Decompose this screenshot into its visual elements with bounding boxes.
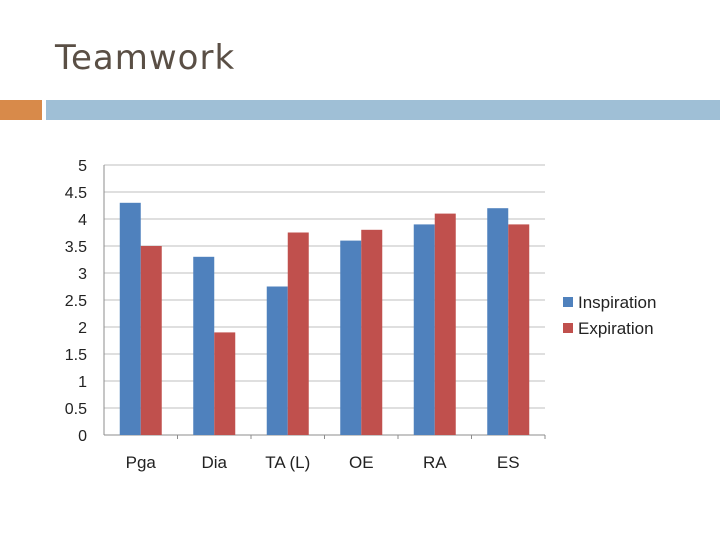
bar-expiration-pga xyxy=(140,246,162,435)
y-tick-label: 3.5 xyxy=(65,239,87,256)
legend-swatch-inspiration xyxy=(563,297,573,307)
gridlines xyxy=(103,164,546,439)
bar-inspiration-es xyxy=(487,208,509,435)
x-tick-label: Dia xyxy=(201,453,227,472)
legend-label-expiration: Expiration xyxy=(578,319,654,338)
accent-bar-orange xyxy=(0,100,42,120)
y-tick-label: 0.5 xyxy=(65,401,87,418)
y-tick-label: 4.5 xyxy=(65,185,87,202)
bars xyxy=(119,202,530,435)
x-tick-label: TA (L) xyxy=(265,453,310,472)
x-tick-label: RA xyxy=(423,453,447,472)
y-tick-label: 1.5 xyxy=(65,347,87,364)
bar-expiration-dia xyxy=(214,332,236,435)
legend-label-inspiration: Inspiration xyxy=(578,293,656,312)
y-tick-label: 5 xyxy=(78,158,87,175)
y-tick-label: 1 xyxy=(78,374,87,391)
y-tick-label: 2.5 xyxy=(65,293,87,310)
bar-expiration-es xyxy=(508,224,530,435)
bar-inspiration-pga xyxy=(119,202,141,435)
bar-expiration-ra xyxy=(434,213,456,435)
y-tick-label: 0 xyxy=(78,428,87,445)
x-tick-label: OE xyxy=(349,453,374,472)
bar-expiration-oe xyxy=(361,229,383,435)
y-tick-label: 2 xyxy=(78,320,87,337)
y-tick-labels: 0 0.5 1 1.5 2 2.5 3 3.5 4 4.5 5 xyxy=(65,158,87,445)
y-tick-label: 3 xyxy=(78,266,87,283)
legend: Inspiration Expiration xyxy=(563,293,656,338)
bar-inspiration-ta-l- xyxy=(266,286,288,435)
bar-expiration-ta-l- xyxy=(287,232,309,435)
accent-bar-blue xyxy=(46,100,720,120)
x-tick-label: Pga xyxy=(126,453,157,472)
legend-swatch-expiration xyxy=(563,323,573,333)
bar-inspiration-oe xyxy=(340,240,362,435)
bar-inspiration-ra xyxy=(413,224,435,435)
bar-inspiration-dia xyxy=(193,256,215,435)
x-tick-label: ES xyxy=(497,453,520,472)
slide-title: Teamwork xyxy=(55,38,236,78)
x-tick-labels: Pga Dia TA (L) OE RA ES xyxy=(126,453,520,472)
y-tick-label: 4 xyxy=(78,212,87,229)
